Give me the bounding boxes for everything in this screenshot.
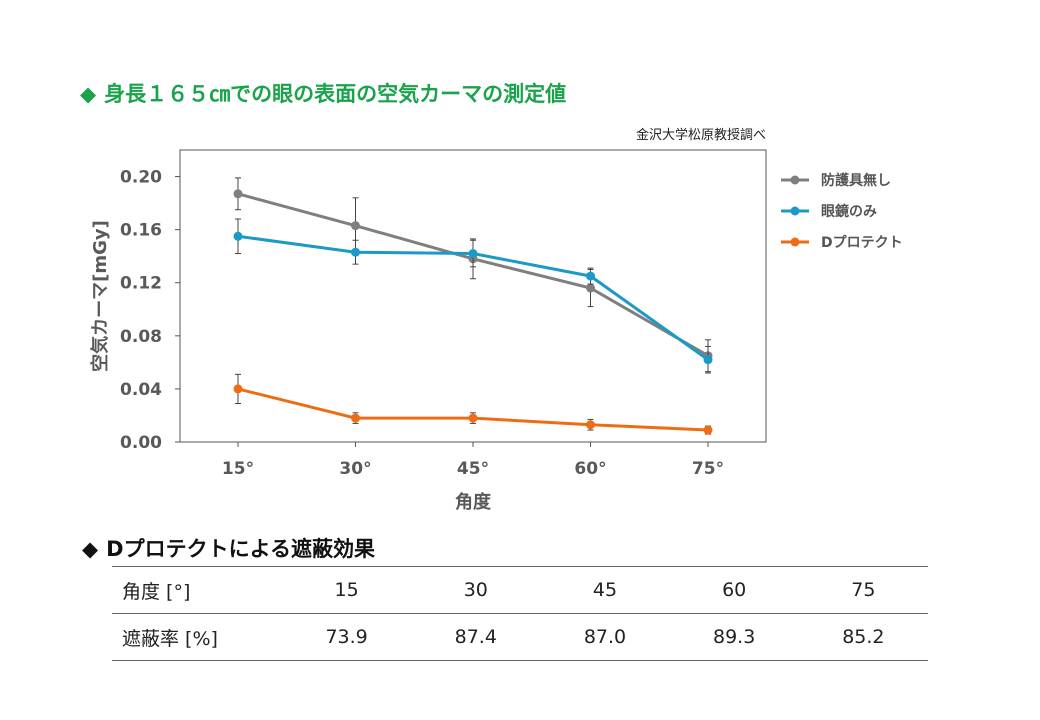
- data-point: [351, 247, 360, 257]
- y-axis-title: 空気カーマ[mGy]: [89, 220, 111, 372]
- table-cell: 87.0: [540, 613, 670, 661]
- legend-swatch-marker: [790, 175, 800, 185]
- data-point: [351, 221, 360, 231]
- diamond-bullet-icon: ◆: [82, 537, 99, 561]
- row-label: 遮蔽率 [%]: [112, 613, 282, 661]
- x-tick-label: 75°: [692, 459, 724, 479]
- data-point: [233, 384, 243, 394]
- data-point: [468, 413, 478, 423]
- x-tick-label: 30°: [339, 459, 371, 479]
- data-point: [468, 249, 478, 259]
- data-point: [586, 283, 595, 293]
- legend-swatch-marker: [790, 206, 800, 216]
- table-cell: 15: [282, 566, 412, 614]
- table-cell: 45: [540, 566, 670, 614]
- data-point: [703, 425, 713, 435]
- table-row-angle: 角度 [°] 15 30 45 60 75: [112, 566, 928, 614]
- plot-frame: [179, 149, 767, 443]
- table-cell: 75: [798, 566, 928, 614]
- table-cell: 89.3: [669, 613, 799, 661]
- table-cell: 87.4: [411, 613, 541, 661]
- x-axis-title: 角度: [455, 491, 492, 513]
- table-row-shielding-rate: 遮蔽率 [%] 73.9 87.4 87.0 89.3 85.2: [112, 613, 928, 661]
- data-point: [586, 271, 595, 281]
- data-point: [586, 420, 595, 430]
- data-point: [233, 189, 243, 199]
- shielding-table: 角度 [°] 15 30 45 60 75 遮蔽率 [%] 73.9 87.4 …: [112, 566, 928, 661]
- y-tick-label: 0.00: [120, 433, 162, 453]
- y-tick-label: 0.16: [120, 221, 162, 241]
- table-cell: 73.9: [282, 613, 412, 661]
- x-tick-label: 60°: [574, 459, 606, 479]
- data-point: [233, 231, 243, 241]
- table-cell: 30: [411, 566, 541, 614]
- legend-label: 眼鏡のみ: [821, 203, 877, 220]
- chart-title-text: 身長１６５㎝での眼の表面の空気カーマの測定値: [104, 82, 567, 106]
- y-tick-label: 0.04: [120, 380, 162, 400]
- y-tick-label: 0.12: [120, 274, 162, 294]
- chart-title: ◆ 身長１６５㎝での眼の表面の空気カーマの測定値: [80, 78, 566, 108]
- legend-label: Dプロテクト: [821, 235, 903, 251]
- data-point: [703, 355, 713, 365]
- section-heading: ◆ Dプロテクトによる遮蔽効果: [82, 533, 375, 563]
- source-note: 金沢大学松原教授調べ: [635, 128, 766, 143]
- data-point: [351, 413, 360, 423]
- section-heading-text: Dプロテクトによる遮蔽効果: [106, 537, 375, 561]
- x-tick-label: 45°: [457, 459, 489, 479]
- table-cell: 85.2: [798, 613, 928, 661]
- diamond-bullet-icon: ◆: [80, 82, 97, 106]
- line-chart: 0.00 0.04 0.08 0.12 0.16 0.20 15° 30° 45° 60° 75° 角…: [89, 149, 903, 513]
- legend-swatch-marker: [790, 237, 800, 247]
- y-tick-label: 0.20: [120, 168, 162, 188]
- row-label: 角度 [°]: [112, 566, 282, 614]
- y-tick-label: 0.08: [120, 327, 162, 347]
- table-cell: 60: [669, 566, 799, 614]
- x-tick-label: 15°: [222, 459, 254, 479]
- legend-label: 防護具無し: [821, 172, 891, 189]
